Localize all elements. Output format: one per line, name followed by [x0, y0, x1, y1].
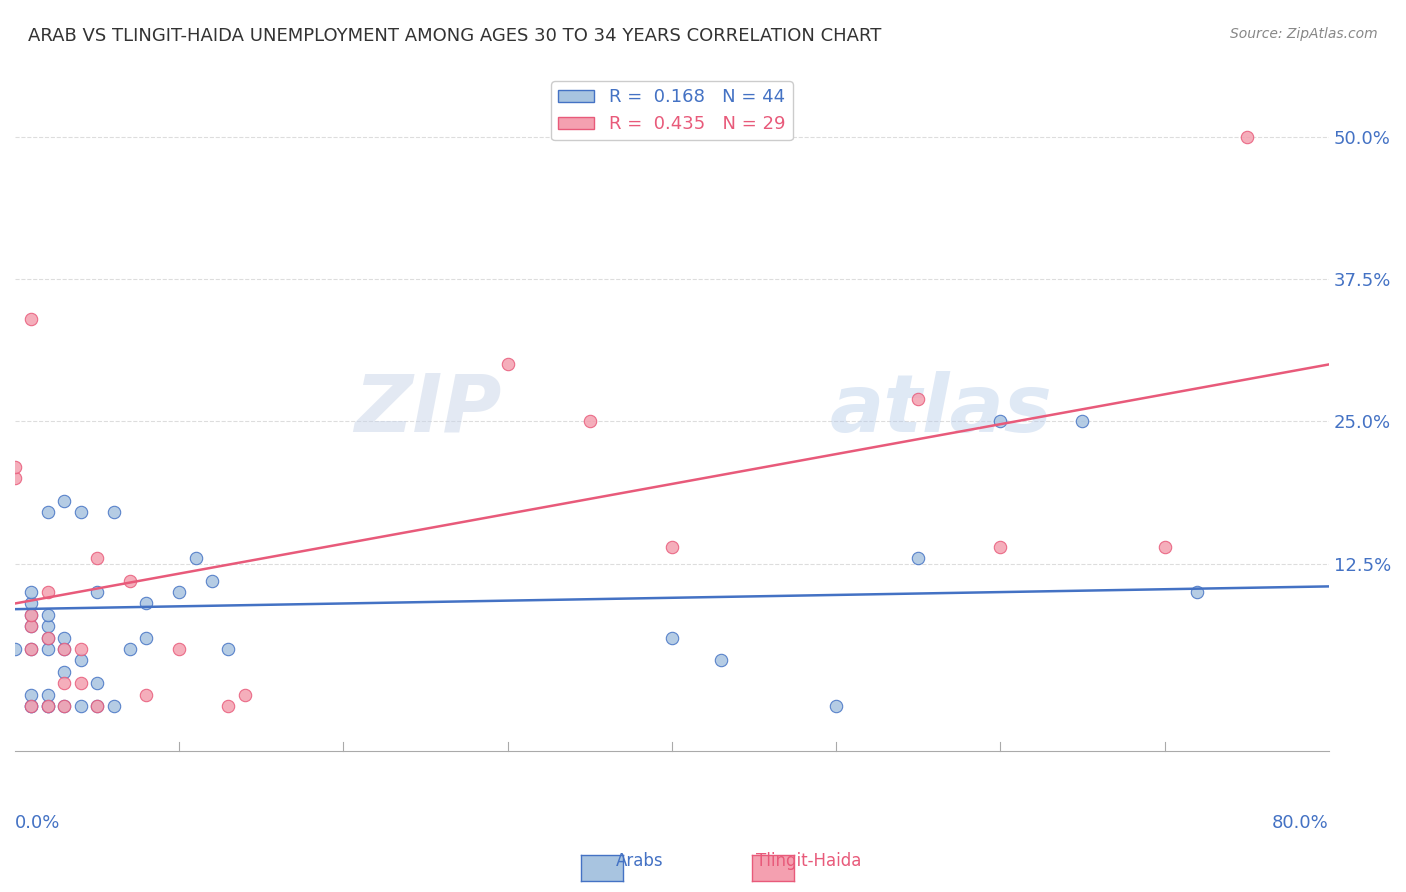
Point	[167, 642, 190, 657]
Point	[20, 642, 42, 657]
Point	[20, 698, 42, 713]
Point	[86, 698, 108, 713]
Legend: R =  0.168   N = 44, R =  0.435   N = 29: R = 0.168 N = 44, R = 0.435 N = 29	[551, 81, 793, 140]
Point	[86, 676, 108, 690]
Text: Arabs: Arabs	[616, 852, 664, 870]
Point	[69, 676, 91, 690]
Point	[20, 607, 42, 622]
Text: 80.0%: 80.0%	[1272, 814, 1329, 832]
Point	[20, 597, 42, 611]
Point	[37, 698, 59, 713]
Point	[53, 494, 76, 508]
Point	[20, 619, 42, 633]
Point	[135, 688, 157, 702]
Point	[53, 642, 76, 657]
Point	[69, 505, 91, 519]
Point	[1236, 129, 1258, 144]
Point	[37, 698, 59, 713]
Point	[37, 698, 59, 713]
Point	[135, 597, 157, 611]
Point	[661, 631, 683, 645]
Point	[167, 585, 190, 599]
Point	[4, 642, 27, 657]
Point	[710, 653, 733, 667]
Point	[988, 414, 1011, 428]
Point	[1153, 540, 1175, 554]
Text: ARAB VS TLINGIT-HAIDA UNEMPLOYMENT AMONG AGES 30 TO 34 YEARS CORRELATION CHART: ARAB VS TLINGIT-HAIDA UNEMPLOYMENT AMONG…	[28, 27, 882, 45]
Point	[37, 631, 59, 645]
Point	[825, 698, 848, 713]
Point	[661, 540, 683, 554]
Point	[135, 631, 157, 645]
Point	[218, 698, 240, 713]
Point	[37, 619, 59, 633]
Point	[20, 688, 42, 702]
Text: Tlingit-Haida: Tlingit-Haida	[756, 852, 860, 870]
Text: 0.0%: 0.0%	[15, 814, 60, 832]
Point	[37, 642, 59, 657]
Point	[907, 550, 929, 565]
Point	[907, 392, 929, 406]
Point	[4, 471, 27, 485]
Point	[37, 585, 59, 599]
Point	[20, 312, 42, 326]
Point	[37, 505, 59, 519]
Point	[20, 619, 42, 633]
Point	[53, 698, 76, 713]
Point	[37, 688, 59, 702]
Point	[20, 698, 42, 713]
Point	[4, 459, 27, 474]
Point	[69, 698, 91, 713]
Point	[53, 698, 76, 713]
Point	[103, 698, 125, 713]
Point	[988, 540, 1011, 554]
Point	[1071, 414, 1094, 428]
Point	[184, 550, 207, 565]
Text: atlas: atlas	[830, 371, 1052, 449]
Point	[118, 574, 141, 588]
Text: Source: ZipAtlas.com: Source: ZipAtlas.com	[1230, 27, 1378, 41]
Point	[86, 550, 108, 565]
Point	[20, 642, 42, 657]
Point	[53, 642, 76, 657]
Point	[86, 698, 108, 713]
Text: ZIP: ZIP	[354, 371, 501, 449]
Point	[53, 665, 76, 679]
Point	[53, 676, 76, 690]
Point	[233, 688, 256, 702]
Point	[201, 574, 224, 588]
Point	[496, 358, 519, 372]
Point	[218, 642, 240, 657]
Point	[37, 631, 59, 645]
Point	[103, 505, 125, 519]
Point	[118, 642, 141, 657]
Point	[37, 607, 59, 622]
Point	[20, 607, 42, 622]
Point	[20, 585, 42, 599]
Point	[86, 585, 108, 599]
Point	[1187, 585, 1209, 599]
Point	[20, 698, 42, 713]
Point	[69, 653, 91, 667]
Point	[69, 642, 91, 657]
Point	[578, 414, 600, 428]
Point	[53, 631, 76, 645]
